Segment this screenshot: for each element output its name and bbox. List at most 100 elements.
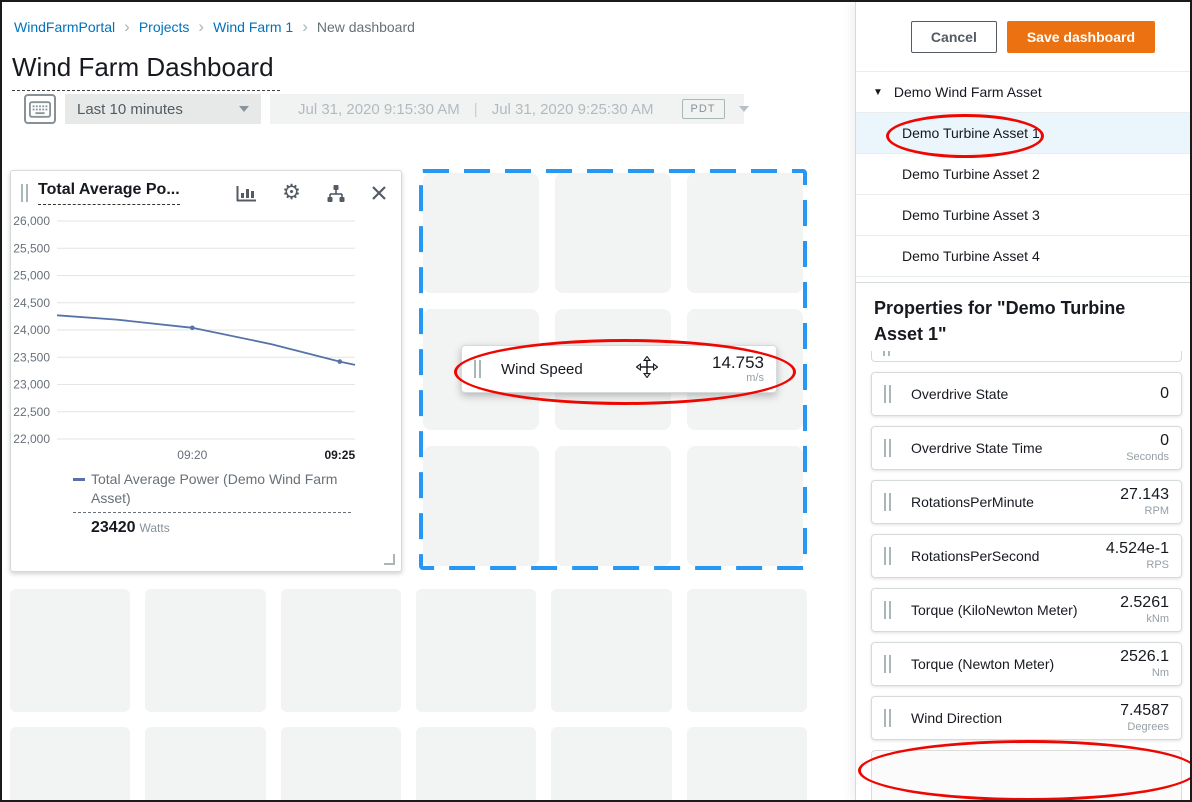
- property-unit: RPS: [1146, 558, 1169, 571]
- property-value: 7.4587: [1120, 702, 1169, 720]
- grid-cell: [686, 727, 807, 800]
- grid-cell: [555, 445, 671, 566]
- chevron-right-icon: ›: [124, 17, 130, 36]
- breadcrumb-current: New dashboard: [316, 19, 415, 35]
- breadcrumb-portal[interactable]: WindFarmPortal: [14, 19, 116, 35]
- property-name: Overdrive State Time: [911, 440, 1043, 456]
- grid-cell: [555, 173, 671, 294]
- tree-node-turbine-asset-1[interactable]: Demo Turbine Asset 1: [856, 113, 1190, 154]
- grid-cell: [145, 727, 266, 800]
- property-card-wind-direction[interactable]: Wind Direction 7.4587 Degrees: [871, 696, 1182, 740]
- property-drag-handle[interactable]: [884, 547, 891, 565]
- widget-drag-handle[interactable]: [21, 184, 28, 202]
- property-card-torque-kilonewton[interactable]: Torque (KiloNewton Meter) 2.5261 kNm: [871, 588, 1182, 632]
- tree-item-label: Demo Turbine Asset 1: [902, 125, 1040, 141]
- keyboard-icon: [29, 100, 51, 118]
- grid-cell: [416, 727, 537, 800]
- property-drag-handle[interactable]: [884, 493, 891, 511]
- grid-cell: [686, 589, 807, 712]
- gear-icon: ⚙: [282, 181, 301, 204]
- grid-cell: [280, 727, 401, 800]
- dashboard-title-input[interactable]: Wind Farm Dashboard: [12, 52, 280, 91]
- svg-text:25,500: 25,500: [13, 241, 50, 255]
- bar-chart-icon: [236, 185, 257, 201]
- grid-cell: [145, 589, 266, 712]
- svg-text:26,000: 26,000: [13, 214, 50, 228]
- property-drag-handle[interactable]: [884, 385, 891, 403]
- start-datetime: Jul 31, 2020 9:15:30 AM: [298, 100, 460, 118]
- chart-legend: Total Average Power (Demo Wind Farm Asse…: [73, 470, 351, 538]
- legend-latest-value: 23420: [91, 519, 136, 536]
- widget-title-input[interactable]: Total Average Po...: [38, 181, 180, 205]
- property-unit: kNm: [1146, 612, 1169, 625]
- property-unit: RPM: [1144, 504, 1169, 517]
- widget-drag-handle[interactable]: [474, 360, 481, 378]
- widget-drop-zone[interactable]: [419, 169, 807, 570]
- property-card-rotations-per-second[interactable]: RotationsPerSecond 4.524e-1 RPS: [871, 534, 1182, 578]
- property-drag-handle[interactable]: [884, 655, 891, 673]
- end-datetime: Jul 31, 2020 9:25:30 AM: [491, 100, 654, 118]
- svg-text:25,000: 25,000: [13, 269, 50, 283]
- breadcrumb-project[interactable]: Wind Farm 1: [213, 19, 294, 35]
- total-average-power-widget: Total Average Po... ⚙: [10, 170, 402, 572]
- tree-node-wind-farm-asset[interactable]: ▼ Demo Wind Farm Asset: [856, 72, 1190, 113]
- svg-text:24,000: 24,000: [13, 323, 50, 337]
- dragged-widget-unit: m/s: [746, 372, 764, 385]
- properties-heading: Properties for "Demo Turbine Asset 1": [874, 298, 1126, 344]
- widget-settings-button[interactable]: ⚙: [282, 181, 301, 204]
- property-card-torque-newton[interactable]: Torque (Newton Meter) 2526.1 Nm: [871, 642, 1182, 686]
- grid-cell: [10, 727, 131, 800]
- widget-header: Total Average Po... ⚙: [11, 171, 401, 207]
- properties-section: Properties for "Demo Turbine Asset 1" Ov…: [856, 282, 1190, 800]
- widget-resize-handle[interactable]: [384, 554, 395, 565]
- chevron-down-icon: [239, 106, 249, 112]
- property-name: Overdrive State: [911, 386, 1009, 402]
- property-card-overdrive-state[interactable]: Overdrive State 0: [871, 372, 1182, 416]
- delete-widget-button[interactable]: [371, 185, 387, 201]
- legend-unit: Watts: [139, 521, 170, 535]
- legend-series-name: Total Average Power (Demo Wind Farm Asse…: [91, 471, 338, 506]
- chart-type-button[interactable]: [236, 184, 257, 203]
- grid-cell: [280, 589, 401, 712]
- property-name: Wind Direction: [911, 710, 1003, 726]
- asset-hierarchy-button[interactable]: [326, 184, 346, 203]
- grid-cell: [416, 589, 537, 712]
- grid-cell: [687, 445, 803, 566]
- svg-text:24,500: 24,500: [13, 296, 50, 310]
- property-card-rotations-per-minute[interactable]: RotationsPerMinute 27.143 RPM: [871, 480, 1182, 524]
- property-drag-handle[interactable]: [884, 439, 891, 457]
- breadcrumb: WindFarmPortal › Projects › Wind Farm 1 …: [14, 17, 415, 36]
- dashboard-grid: [10, 589, 807, 800]
- tree-node-turbine-asset-4[interactable]: Demo Turbine Asset 4: [856, 236, 1190, 277]
- tree-item-label: Demo Turbine Asset 2: [902, 166, 1040, 182]
- tree-node-turbine-asset-3[interactable]: Demo Turbine Asset 3: [856, 195, 1190, 236]
- keyboard-shortcut-button[interactable]: [24, 94, 56, 124]
- save-dashboard-button[interactable]: Save dashboard: [1006, 21, 1155, 53]
- grid-cell: [423, 445, 539, 566]
- tree-item-label: Demo Turbine Asset 3: [902, 207, 1040, 223]
- property-drag-handle[interactable]: [884, 709, 891, 727]
- tree-expand-caret-icon[interactable]: ▼: [873, 86, 883, 98]
- date-range-picker[interactable]: Jul 31, 2020 9:15:30 AM | Jul 31, 2020 9…: [270, 94, 749, 124]
- property-drag-handle[interactable]: [884, 601, 891, 619]
- property-unit: Nm: [1151, 666, 1169, 679]
- svg-text:22,500: 22,500: [13, 405, 50, 419]
- dragged-wind-speed-widget[interactable]: Wind Speed 14.753 m/s: [461, 345, 777, 393]
- chart-area: 26,000 25,500 25,000 24,500 24,000 23,500 23,0…: [11, 207, 401, 468]
- dragged-widget-name: Wind Speed: [501, 360, 583, 378]
- grid-cell: [551, 727, 672, 800]
- property-name: Torque (Newton Meter): [911, 656, 1055, 672]
- tree-node-turbine-asset-2[interactable]: Demo Turbine Asset 2: [856, 154, 1190, 195]
- move-cursor-icon: [635, 355, 659, 378]
- drop-zone-grid: [423, 173, 803, 566]
- property-card-overdrive-state-time[interactable]: Overdrive State Time 0 Seconds: [871, 426, 1182, 470]
- chevron-right-icon: ›: [302, 17, 308, 36]
- cancel-button[interactable]: Cancel: [910, 21, 997, 53]
- breadcrumb-projects[interactable]: Projects: [138, 19, 190, 35]
- svg-text:09:25: 09:25: [324, 448, 355, 462]
- dragged-widget-value: 14.753: [712, 352, 764, 372]
- time-range-select[interactable]: Last 10 minutes: [65, 94, 261, 124]
- property-value: 4.524e-1: [1105, 540, 1169, 558]
- drop-zone-dashed-border: [419, 169, 807, 570]
- tree-parent-label: Demo Wind Farm Asset: [893, 84, 1042, 100]
